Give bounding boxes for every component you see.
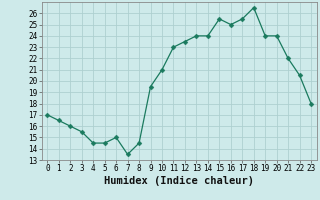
X-axis label: Humidex (Indice chaleur): Humidex (Indice chaleur) (104, 176, 254, 186)
